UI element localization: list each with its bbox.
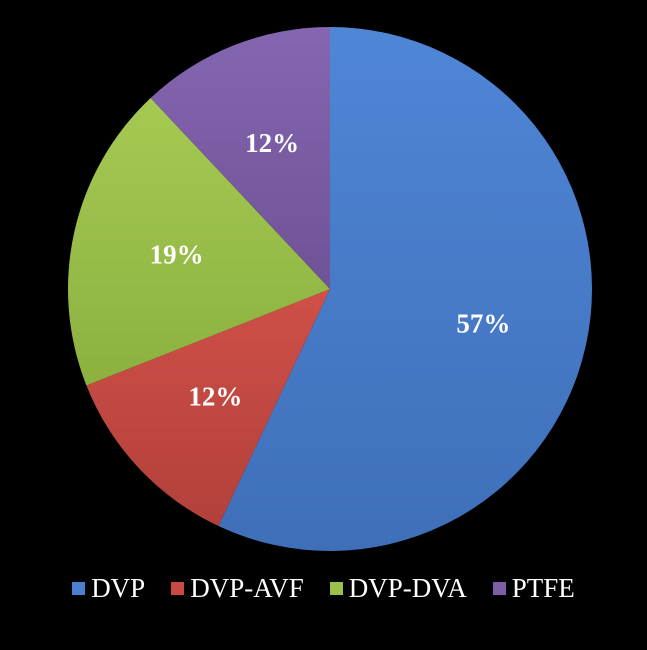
legend-item-ptfe: PTFE [492, 572, 575, 603]
legend-label: DVP-DVA [348, 572, 467, 603]
pie-slice-dvp-avf [86, 289, 331, 527]
legend-item-dvp-dva: DVP-DVA [329, 572, 467, 603]
legend-label: PTFE [511, 572, 575, 603]
pie-slice-dvp-dva [68, 98, 331, 386]
data-label-dvp-avf: 12% [188, 382, 242, 412]
legend-label: DVP-AVF [190, 572, 304, 603]
data-label-dvp-dva: 19% [150, 240, 204, 270]
legend-item-dvp-avf: DVP-AVF [171, 572, 304, 603]
pie-slice-ptfe [150, 27, 330, 289]
legend-item-dvp: DVP [72, 572, 146, 603]
legend-swatch [492, 581, 506, 595]
legend-label: DVP [91, 572, 146, 603]
pie-slices [68, 27, 593, 551]
legend: DVP DVP-AVF DVP-DVA PTFE [0, 570, 647, 606]
data-label-ptfe: 12% [245, 128, 299, 158]
data-label-dvp: 57% [456, 308, 510, 338]
legend-swatch [171, 581, 185, 595]
legend-swatch [72, 581, 86, 595]
pie-data-labels: 57% 12% 19% 12% [150, 128, 511, 412]
pie-slice-dvp [218, 27, 593, 551]
legend-swatch [329, 581, 343, 595]
